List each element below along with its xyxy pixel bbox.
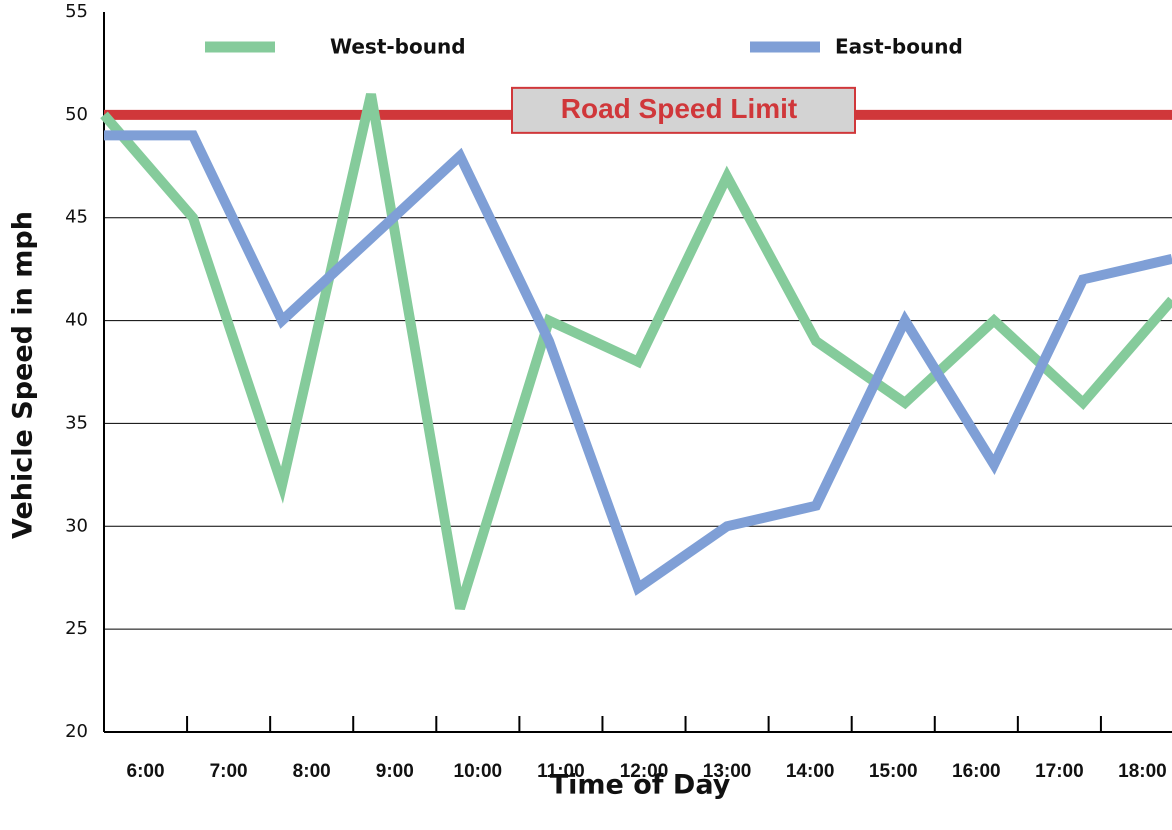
- y-tick-label: 50: [65, 104, 88, 125]
- x-axis-title: Time of Day: [550, 770, 731, 801]
- x-tick-label: 10:00: [454, 761, 503, 782]
- x-tick-label: 13:00: [703, 761, 752, 782]
- x-tick-label: 17:00: [1035, 761, 1084, 782]
- y-tick-label: 30: [65, 515, 88, 536]
- y-axis-title: Vehicle Speed in mph: [8, 211, 39, 539]
- y-tick-label: 25: [65, 618, 88, 639]
- x-tick-label: 16:00: [952, 761, 1001, 782]
- reference-label: Road Speed Limit: [561, 93, 797, 124]
- x-tick-label: 7:00: [210, 761, 248, 782]
- y-tick-label: 20: [65, 721, 88, 742]
- legend-label: West-bound: [330, 35, 466, 59]
- series-line: [100, 93, 1172, 611]
- x-tick-label: 12:00: [620, 761, 669, 782]
- y-tick-label: 35: [65, 412, 88, 433]
- x-tick-label: 11:00: [537, 761, 585, 782]
- y-tick-label: 40: [65, 310, 88, 331]
- x-tick-label: 8:00: [293, 761, 331, 782]
- y-tick-label: 45: [65, 207, 88, 228]
- y-tick-label: 55: [65, 1, 88, 22]
- x-tick-label: 6:00: [127, 761, 165, 782]
- x-tick-label: 9:00: [376, 761, 414, 782]
- x-tick-label: 15:00: [869, 761, 918, 782]
- reference-label-box: [511, 86, 856, 134]
- series-line: [104, 130, 1172, 596]
- x-tick-label: 14:00: [786, 761, 835, 782]
- x-tick-label: 18:00: [1118, 761, 1167, 782]
- legend-label: East-bound: [835, 35, 963, 59]
